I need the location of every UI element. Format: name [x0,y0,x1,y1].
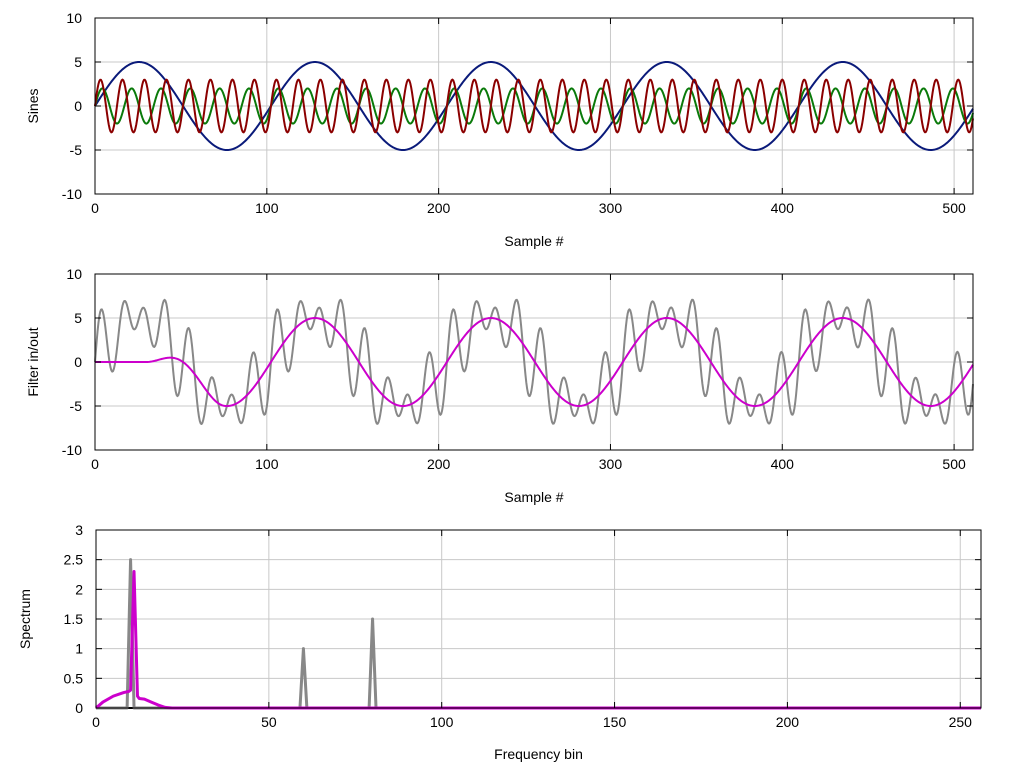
y-tick-label: 5 [74,54,82,70]
x-tick-label: 50 [261,714,277,730]
panel-filter-xlabel: Sample # [504,489,563,505]
panel-filter-ticks: 0 100 200 300 400 500 -10 -5 0 5 10 [62,266,973,472]
panel-filter-ylabel: Filter in/out [25,327,41,396]
x-tick-label: 250 [949,714,973,730]
x-tick-label: 200 [776,714,800,730]
y-tick-label: 1 [75,641,83,657]
x-tick-label: 0 [91,456,99,472]
y-tick-label: 2 [75,581,83,597]
y-tick-label: 2.5 [64,552,84,568]
y-tick-label: 0 [75,700,83,716]
y-tick-label: 3 [75,522,83,538]
x-tick-label: 300 [599,456,623,472]
x-tick-label: 100 [430,714,454,730]
x-tick-label: 300 [599,200,623,216]
x-tick-label: 100 [255,200,279,216]
panel-sines-ylabel: Sines [25,88,41,123]
panel-spectrum-ylabel: Spectrum [17,589,33,649]
y-tick-label: -10 [62,186,82,202]
y-tick-label: 0.5 [64,670,84,686]
x-tick-label: 500 [942,456,966,472]
y-tick-label: 0 [74,98,82,114]
panel-spectrum-grid [96,530,981,708]
x-tick-label: 150 [603,714,627,730]
y-tick-label: -5 [70,398,83,414]
x-tick-label: 200 [427,456,451,472]
panel-spectrum-series [96,560,981,708]
panel-sines-ticks: 0 100 200 300 400 500 -10 -5 0 5 10 [62,10,973,216]
x-tick-label: 200 [427,200,451,216]
y-tick-label: -5 [70,142,83,158]
spectrum-output-line [96,572,981,708]
panel-sines-xlabel: Sample # [504,233,563,249]
y-tick-label: 5 [74,310,82,326]
panel-spectrum: 0 50 100 150 200 250 0 0.5 1 1.5 2 2.5 3 Frequency b… [17,522,981,762]
spectrum-input-line [96,560,981,708]
x-tick-label: 400 [771,200,795,216]
x-tick-label: 500 [942,200,966,216]
y-tick-label: -10 [62,442,82,458]
y-tick-label: 0 [74,354,82,370]
panel-spectrum-xlabel: Frequency bin [494,746,583,762]
panel-sines: 0 100 200 300 400 500 -10 -5 0 5 10 Sample # Sines [25,10,973,249]
y-tick-label: 10 [66,10,82,26]
panel-filter: 0 100 200 300 400 500 -10 -5 0 5 10 Sample # Filte… [25,266,973,505]
x-tick-label: 100 [255,456,279,472]
x-tick-label: 0 [92,714,100,730]
y-tick-label: 10 [66,266,82,282]
y-tick-label: 1.5 [64,611,84,627]
x-tick-label: 400 [771,456,795,472]
x-tick-label: 0 [91,200,99,216]
panel-spectrum-ticks: 0 50 100 150 200 250 0 0.5 1 1.5 2 2.5 3 [64,522,981,730]
